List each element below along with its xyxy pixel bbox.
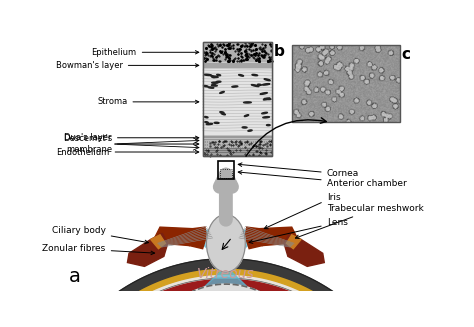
Bar: [202, 135, 273, 140]
Bar: [202, 140, 273, 148]
Ellipse shape: [245, 115, 249, 116]
Ellipse shape: [212, 82, 218, 83]
Polygon shape: [286, 235, 301, 249]
Ellipse shape: [221, 113, 225, 115]
Ellipse shape: [264, 79, 270, 81]
Ellipse shape: [260, 93, 267, 95]
Polygon shape: [47, 259, 404, 327]
Ellipse shape: [206, 123, 212, 125]
Bar: [219, 169, 232, 178]
Text: Dua's layer: Dua's layer: [64, 133, 199, 142]
Ellipse shape: [239, 75, 244, 76]
Ellipse shape: [220, 92, 224, 94]
Text: Anterior chamber: Anterior chamber: [238, 171, 406, 188]
Polygon shape: [66, 278, 386, 327]
Ellipse shape: [251, 85, 259, 87]
Bar: [292, 45, 400, 122]
Text: Ciliary body: Ciliary body: [52, 226, 148, 244]
Ellipse shape: [242, 127, 247, 128]
Ellipse shape: [212, 84, 215, 85]
Ellipse shape: [207, 215, 245, 272]
Text: b: b: [274, 44, 285, 59]
Ellipse shape: [262, 112, 267, 114]
Ellipse shape: [263, 117, 269, 118]
Ellipse shape: [257, 84, 261, 85]
Polygon shape: [245, 227, 262, 249]
Polygon shape: [284, 233, 324, 267]
Ellipse shape: [205, 122, 208, 123]
Polygon shape: [190, 227, 207, 249]
Text: Endothelium: Endothelium: [56, 147, 199, 157]
Text: c: c: [402, 47, 411, 62]
Ellipse shape: [208, 87, 214, 88]
Text: Zonular fibres: Zonular fibres: [43, 244, 155, 255]
Polygon shape: [62, 274, 390, 327]
Text: Lens: Lens: [249, 218, 347, 243]
Ellipse shape: [216, 81, 221, 82]
Bar: [202, 42, 273, 156]
Ellipse shape: [217, 74, 220, 76]
Bar: [202, 42, 273, 156]
Bar: [202, 42, 273, 62]
Ellipse shape: [214, 122, 219, 123]
Ellipse shape: [213, 76, 216, 77]
Polygon shape: [56, 268, 396, 327]
Ellipse shape: [263, 84, 270, 85]
Ellipse shape: [244, 102, 251, 103]
Polygon shape: [181, 284, 271, 305]
Text: Descemet's
membrane: Descemet's membrane: [63, 134, 199, 154]
Ellipse shape: [211, 76, 215, 77]
Polygon shape: [188, 230, 264, 302]
Ellipse shape: [248, 130, 252, 131]
Text: Epithelium: Epithelium: [91, 48, 199, 57]
Text: Bowman's layer: Bowman's layer: [56, 61, 199, 70]
Ellipse shape: [252, 74, 257, 76]
Ellipse shape: [264, 98, 270, 100]
Text: Trabecular meshwork: Trabecular meshwork: [295, 204, 423, 238]
Text: a: a: [69, 267, 81, 286]
Ellipse shape: [232, 86, 238, 87]
Text: Iris: Iris: [264, 193, 340, 229]
Text: Stroma: Stroma: [97, 97, 199, 106]
Bar: [202, 69, 273, 135]
Polygon shape: [151, 235, 165, 249]
Ellipse shape: [220, 112, 224, 113]
Bar: [218, 161, 234, 180]
Polygon shape: [128, 233, 168, 267]
Ellipse shape: [204, 74, 211, 76]
Ellipse shape: [211, 85, 217, 86]
Polygon shape: [152, 227, 192, 246]
Polygon shape: [259, 227, 300, 246]
Bar: [202, 148, 273, 156]
Text: Vitreous: Vitreous: [197, 267, 255, 281]
Text: Cornea: Cornea: [238, 163, 359, 179]
Ellipse shape: [266, 125, 270, 126]
Ellipse shape: [203, 85, 208, 87]
Ellipse shape: [205, 116, 208, 118]
Bar: [202, 62, 273, 69]
Ellipse shape: [264, 98, 271, 100]
